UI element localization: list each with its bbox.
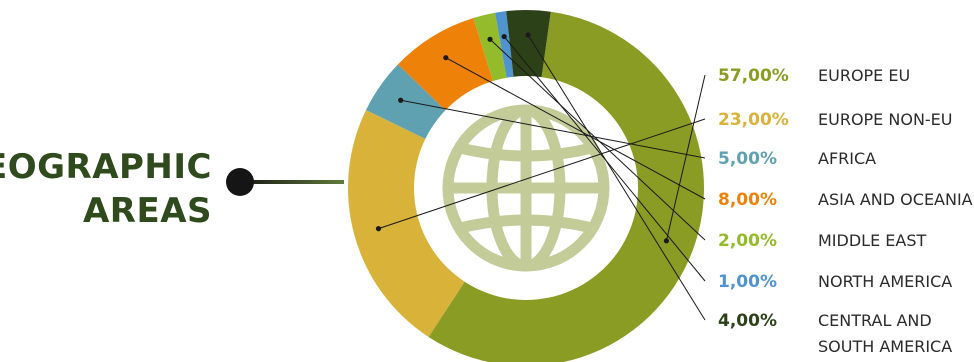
value-label-middle-east: 2,00% [718,231,777,251]
slice-north-america [495,11,514,78]
value-label-north-america: 1,00% [718,272,777,292]
leader-line-africa [400,99,706,159]
leader-line-asia-and-oceania [445,57,706,200]
value-label-central-and-south-america: 4,00% [718,311,777,331]
chart-title-line-1: GEOGRAPHIC [0,147,212,187]
value-label-europe-non-eu: 23,00% [718,110,789,130]
region-label-north-america: NORTH AMERICA [818,272,952,291]
value-label-europe-eu: 57,00% [718,66,789,86]
chart-title-line-2: AREAS [83,191,212,231]
leader-line-middle-east [489,38,706,241]
legend-labels: 57,00% EUROPE EU 23,00% EUROPE NON-EU 5,00% A… [718,66,973,356]
slice-asia-and-oceania [397,17,493,111]
region-label-central-and-south-america-line-2: SOUTH AMERICA [818,337,952,356]
value-label-asia-and-oceania: 8,00% [718,190,777,210]
donut-slices [347,9,704,362]
leader-line-europe-non-eu [378,118,706,230]
region-label-central-and-south-america-line-1: CENTRAL AND [818,311,932,330]
leader-line-central-and-south-america [527,34,706,321]
value-label-africa: 5,00% [718,149,777,169]
slice-europe-eu [428,11,704,362]
slice-middle-east [473,12,507,82]
leader-line-europe-eu [665,74,706,241]
region-label-middle-east: MIDDLE EAST [818,231,926,250]
slice-europe-non-eu [347,109,465,337]
leader-lines [375,32,706,321]
globe-icon [442,104,610,272]
title-connector-dot [226,168,254,196]
region-label-europe-non-eu: EUROPE NON-EU [818,110,953,129]
region-label-africa: AFRICA [818,149,876,168]
region-label-europe-eu: EUROPE EU [818,66,910,85]
title-connector-line [238,180,344,184]
region-label-asia-and-oceania: ASIA AND OCEANIA [818,190,973,209]
slice-central-and-south-america [506,9,551,78]
